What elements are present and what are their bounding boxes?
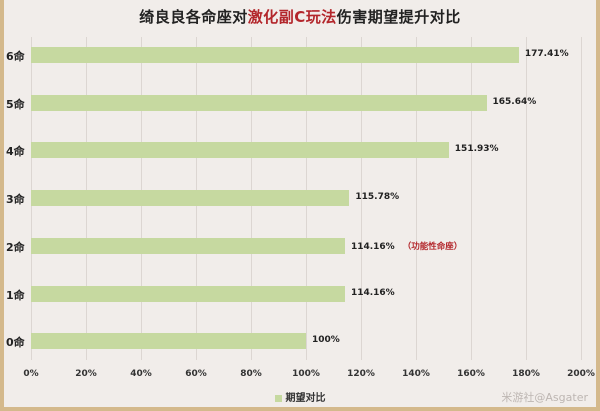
value-label: 100% xyxy=(312,335,340,346)
legend-label: 期望对比 xyxy=(285,393,326,404)
y-category-label: 1命 xyxy=(6,288,25,302)
title-part-1: 绮良良各命座对 xyxy=(139,8,248,26)
y-category-label: 3命 xyxy=(6,193,25,207)
y-category-label: 2命 xyxy=(6,240,25,254)
y-category-label: 6命 xyxy=(6,50,25,63)
x-tick-label: 100% xyxy=(292,369,320,379)
x-tick-label: 60% xyxy=(185,369,207,379)
gridline xyxy=(416,37,417,360)
x-tick-label: 20% xyxy=(75,369,97,379)
bar xyxy=(31,285,345,302)
x-tick-label: 160% xyxy=(457,369,485,379)
x-tick-label: 180% xyxy=(512,369,540,379)
gridline xyxy=(361,37,362,360)
gridline xyxy=(471,37,472,360)
watermark: 米游社@Asgater xyxy=(501,391,588,404)
bar xyxy=(31,237,345,254)
y-category-label: 5命 xyxy=(6,97,25,111)
x-tick-label: 140% xyxy=(402,369,430,379)
y-category-label: 4命 xyxy=(6,145,25,159)
value-label: 114.16% xyxy=(350,287,395,298)
value-label: 177.41% xyxy=(524,49,569,59)
bar xyxy=(31,333,306,350)
bar xyxy=(31,94,487,111)
bar xyxy=(31,190,350,207)
x-tick-label: 40% xyxy=(130,369,152,379)
gridline xyxy=(526,37,527,360)
legend-swatch xyxy=(274,394,282,402)
y-category-label: 0命 xyxy=(6,336,25,350)
value-label: 151.93% xyxy=(454,144,499,155)
bar xyxy=(31,47,519,63)
value-label: 115.78% xyxy=(355,192,400,203)
annotation-note: （功能性命座） xyxy=(402,241,463,252)
chart-title: 绮良良各命座对激化副C玩法伤害期望提升对比 xyxy=(0,6,600,27)
title-part-highlight: 激化副C玩法 xyxy=(247,8,337,26)
x-tick-label: 80% xyxy=(240,369,262,379)
x-tick-label: 120% xyxy=(347,369,375,379)
value-label: 165.64% xyxy=(492,96,537,107)
legend: 期望对比 xyxy=(0,389,600,404)
gridline xyxy=(581,37,582,360)
x-tick-label: 200% xyxy=(567,369,595,379)
title-part-3: 伤害期望提升对比 xyxy=(336,8,461,26)
bar xyxy=(31,142,449,159)
x-tick-label: 0% xyxy=(23,369,39,379)
value-label: 114.16% （功能性命座） xyxy=(350,241,463,252)
